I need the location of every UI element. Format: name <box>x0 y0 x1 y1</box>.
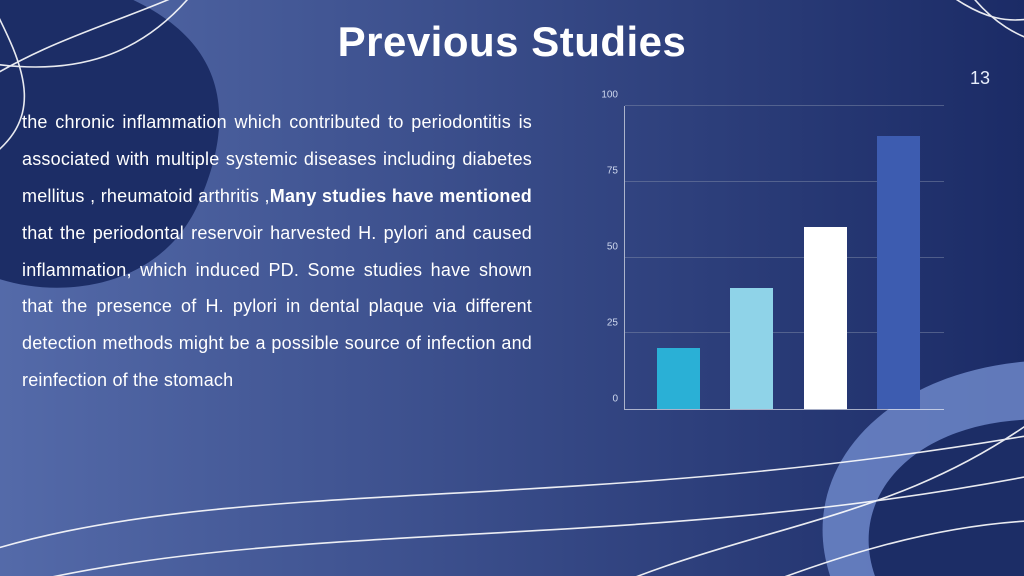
body-post: that the periodontal reservoir harvested… <box>22 223 532 391</box>
chart-plot-area <box>624 106 944 410</box>
chart-y-tick-label: 0 <box>594 394 618 405</box>
chart-y-tick-label: 100 <box>594 90 618 101</box>
chart-y-tick-label: 75 <box>594 166 618 177</box>
chart-y-tick-label: 50 <box>594 242 618 253</box>
body-bold: Many studies have mentioned <box>270 186 532 206</box>
bar-chart: 0255075100 <box>590 102 950 432</box>
chart-gridline <box>625 105 944 106</box>
chart-bar <box>657 348 700 409</box>
chart-bar <box>877 136 920 409</box>
chart-y-tick-label: 25 <box>594 318 618 329</box>
chart-bar <box>730 288 773 409</box>
chart-bar <box>804 227 847 409</box>
slide-title: Previous Studies <box>0 18 1024 66</box>
page-number: 13 <box>970 68 990 89</box>
slide: 13 Previous Studies the chronic inflamma… <box>0 0 1024 576</box>
body-text: the chronic inflammation which contribut… <box>22 104 532 399</box>
